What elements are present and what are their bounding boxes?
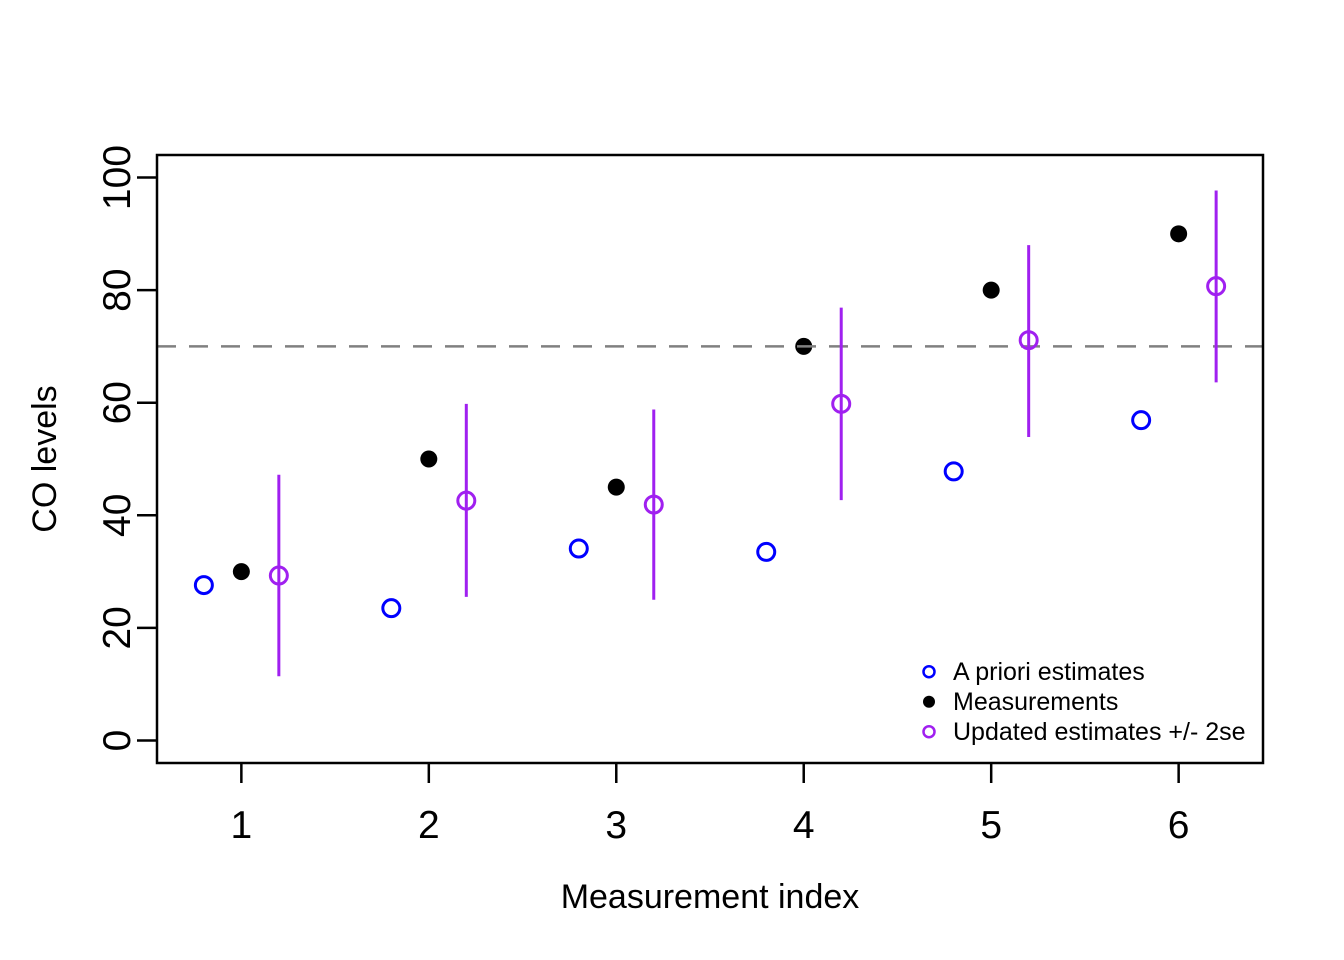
measurement-point [1170,225,1188,243]
updated-estimate-point [1018,330,1039,351]
chart-axes-layer: 0 20 40 60 80 100 1 2 3 4 5 6 [96,145,1265,847]
updated-estimate-point [268,565,289,586]
a-priori-point [943,461,964,482]
measurement-point [420,450,438,468]
a-priori-point [381,598,402,619]
y-tick-label: 100 [96,145,139,210]
x-tick-label: 1 [231,804,253,847]
x-tick-label: 5 [980,804,1002,847]
measurement-point [982,281,1000,299]
plot-frame [155,153,1265,765]
updated-estimate-point [643,494,664,515]
chart-data-layer [157,190,1263,677]
a-priori-point [568,538,589,559]
x-tick-label: 2 [418,804,440,847]
y-tick-label: 40 [96,494,139,537]
measurement-point [607,478,625,496]
legend-marker-1 [922,664,936,679]
y-tick-label: 20 [96,606,139,649]
measurement-point [232,563,250,581]
legend-marker-3 [922,724,936,739]
updated-estimate-point [831,393,852,414]
legend-label-2: Measurements [953,688,1118,716]
y-axis-title: CO levels [26,385,64,532]
x-axis-title: Measurement index [561,878,860,916]
legend-label-3: Updated estimates +/- 2se [953,718,1246,746]
updated-estimate-point [1206,276,1227,297]
legend-marker-2 [923,695,935,708]
y-tick-label: 60 [96,381,139,424]
a-priori-point [193,575,214,596]
x-tick-label: 3 [605,804,627,847]
x-tick-label: 6 [1168,804,1190,847]
a-priori-point [1131,410,1152,431]
a-priori-point [756,541,777,562]
y-tick-label: 80 [96,268,139,311]
legend-label-1: A priori estimates [953,658,1145,686]
y-tick-label: 0 [96,730,139,752]
x-tick-label: 4 [793,804,815,847]
updated-estimate-point [456,490,477,511]
